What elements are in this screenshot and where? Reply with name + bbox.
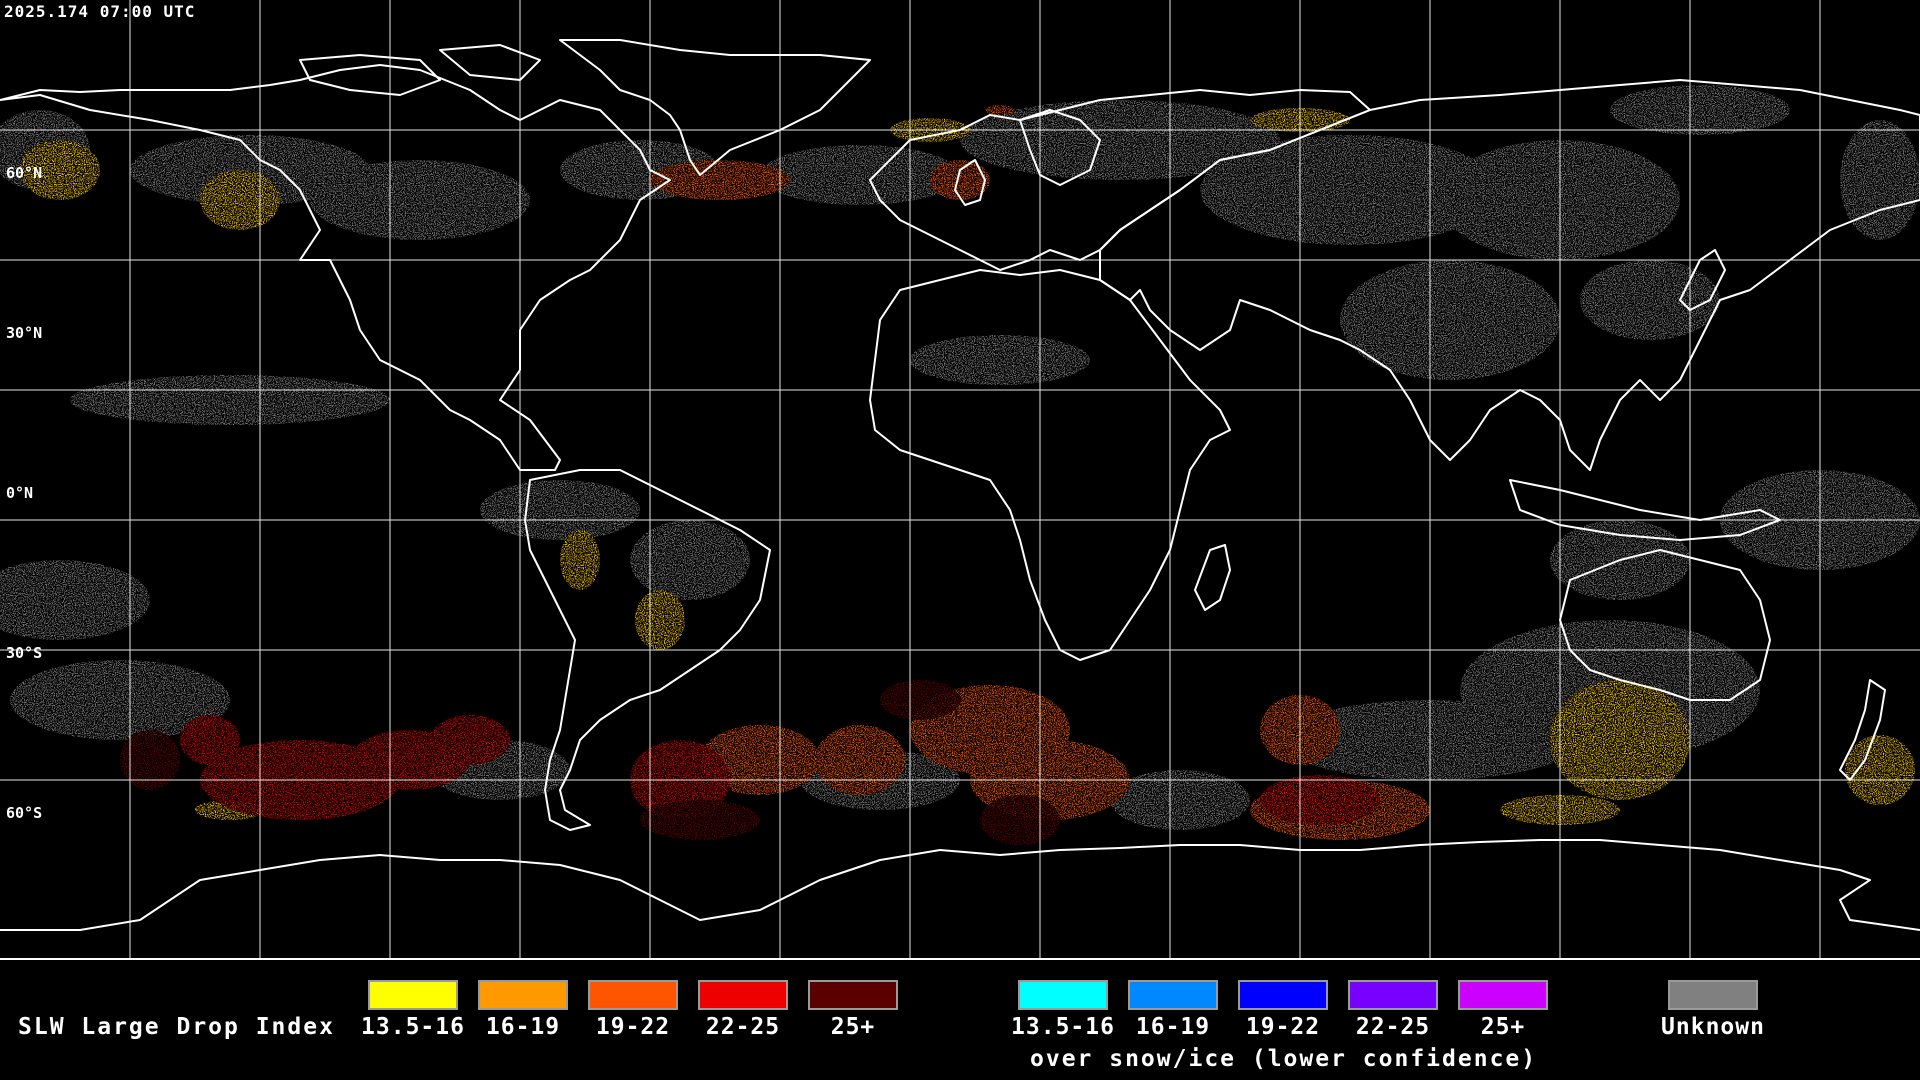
swatch-water-13-16 bbox=[368, 980, 458, 1010]
legend-label-ice-25plus: 25+ bbox=[1480, 1014, 1526, 1040]
coast-australia bbox=[1559, 549, 1771, 701]
legend-label-ice-22-25: 22-25 bbox=[1355, 1014, 1431, 1040]
legend-label-ice-16-19: 16-19 bbox=[1135, 1014, 1211, 1040]
legend-label-water-25plus: 25+ bbox=[830, 1014, 876, 1040]
timestamp: 2025.174 07:00 UTC bbox=[4, 2, 196, 21]
lat-label-30n: 30°N bbox=[6, 324, 43, 342]
coast-madagascar bbox=[1194, 544, 1231, 611]
coast-antarctica bbox=[0, 839, 1920, 931]
legend-snow-ice-note: over snow/ice (lower confidence) bbox=[1030, 1046, 1538, 1072]
coast-arctic-islands bbox=[299, 44, 541, 96]
swatch-ice-19-22 bbox=[1238, 980, 1328, 1010]
legend-label-ice-19-22: 19-22 bbox=[1245, 1014, 1321, 1040]
legend-label-water-19-22: 19-22 bbox=[595, 1014, 671, 1040]
coast-japan bbox=[1679, 249, 1726, 311]
swatch-water-16-19 bbox=[478, 980, 568, 1010]
coast-scandinavia bbox=[1019, 109, 1101, 186]
swatch-ice-16-19 bbox=[1128, 980, 1218, 1010]
map-panel: 2025.174 07:00 UTC 60°N 30°N 0°N 30°S 60… bbox=[0, 0, 1920, 958]
legend-label-water-22-25: 22-25 bbox=[705, 1014, 781, 1040]
lat-label-30s: 30°S bbox=[6, 644, 43, 662]
swatch-unknown bbox=[1668, 980, 1758, 1010]
swatch-water-19-22 bbox=[588, 980, 678, 1010]
legend-label-water-16-19: 16-19 bbox=[485, 1014, 561, 1040]
coast-uk bbox=[954, 159, 986, 206]
lat-label-0n: 0°N bbox=[6, 484, 34, 502]
swatch-ice-13-16 bbox=[1018, 980, 1108, 1010]
swatch-water-22-25 bbox=[698, 980, 788, 1010]
legend-label-unknown: Unknown bbox=[1661, 1014, 1765, 1040]
lat-label-60n: 60°N bbox=[6, 164, 43, 182]
legend-title: SLW Large Drop Index bbox=[18, 1014, 335, 1040]
swatch-ice-25plus bbox=[1458, 980, 1548, 1010]
legend-label-water-13-16: 13.5-16 bbox=[361, 1014, 465, 1040]
coast-greenland bbox=[559, 39, 871, 176]
swatch-water-25plus bbox=[808, 980, 898, 1010]
coast-africa bbox=[869, 269, 1231, 661]
legend: SLW Large Drop Index 13.5-16 16-19 19-22… bbox=[0, 958, 1920, 1080]
world-map bbox=[0, 0, 1920, 958]
lat-lon-grid bbox=[0, 0, 1920, 958]
swatch-ice-22-25 bbox=[1348, 980, 1438, 1010]
legend-label-ice-13-16: 13.5-16 bbox=[1011, 1014, 1115, 1040]
lat-label-60s: 60°S bbox=[6, 804, 43, 822]
